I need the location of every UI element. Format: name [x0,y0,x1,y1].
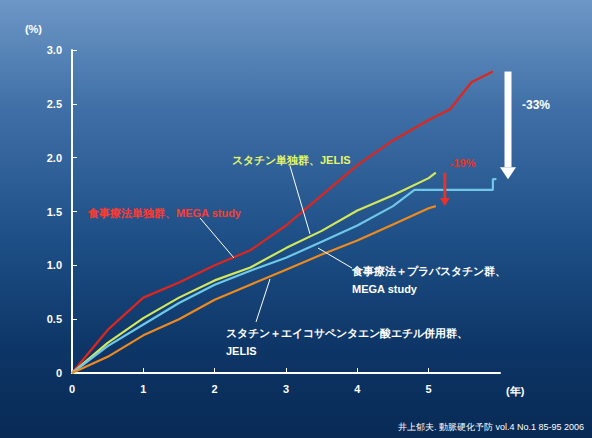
svg-text:4: 4 [354,383,361,395]
svg-text:1: 1 [140,383,146,395]
svg-text:食事療法＋プラバスタチン群、: 食事療法＋プラバスタチン群、 [351,265,506,277]
svg-text:スタチン＋エイコサペンタエン酸エチル併用群、: スタチン＋エイコサペンタエン酸エチル併用群、 [226,327,468,339]
svg-text:(年): (年) [506,385,525,397]
svg-text:-19%: -19% [450,157,476,169]
svg-text:0: 0 [56,367,62,379]
svg-text:-33%: -33% [522,98,550,112]
svg-text:3.0: 3.0 [47,44,62,56]
svg-text:0.5: 0.5 [47,313,62,325]
svg-text:3: 3 [283,383,289,395]
svg-text:1.5: 1.5 [47,206,62,218]
svg-text:(%): (%) [25,23,42,35]
svg-text:2.5: 2.5 [47,98,62,110]
svg-text:2.0: 2.0 [47,152,62,164]
svg-text:1.0: 1.0 [47,259,62,271]
svg-text:0: 0 [69,383,75,395]
svg-text:スタチン単独群、JELIS: スタチン単独群、JELIS [232,154,351,166]
svg-text:5: 5 [426,383,432,395]
svg-text:井上郁夫. 動脈硬化予防 vol.4 No.1 85-95: 井上郁夫. 動脈硬化予防 vol.4 No.1 85-95 2006 [398,422,584,432]
svg-text:食事療法単独群、MEGA study: 食事療法単独群、MEGA study [87,207,242,219]
svg-text:JELIS: JELIS [226,345,257,357]
svg-text:2: 2 [212,383,218,395]
svg-text:MEGA study: MEGA study [352,283,418,295]
